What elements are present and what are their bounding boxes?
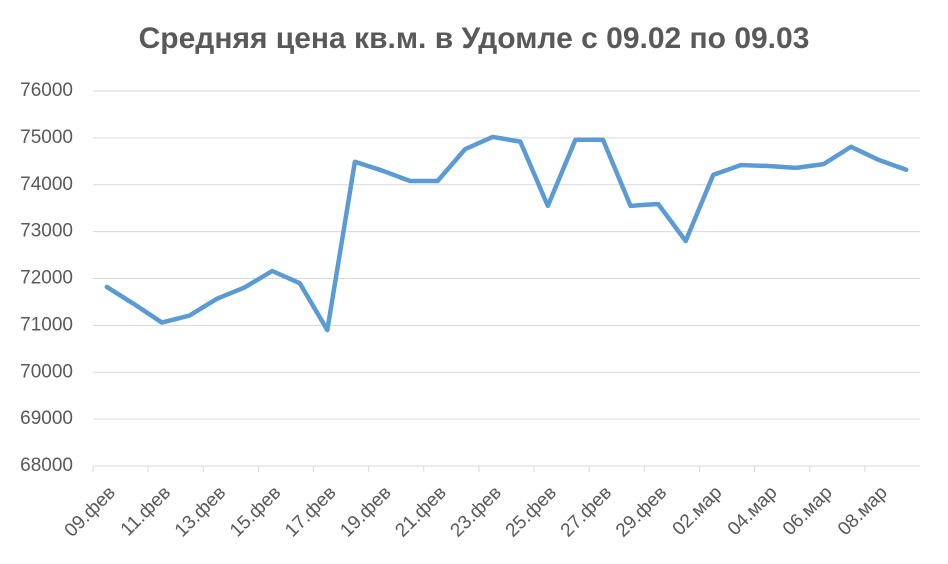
y-tick-label: 75000 bbox=[20, 127, 73, 148]
x-tick-label: 08.мар bbox=[834, 482, 892, 540]
y-tick-label: 69000 bbox=[20, 408, 73, 429]
x-tick-label: 09.фев bbox=[61, 482, 120, 541]
x-tick-label: 06.мар bbox=[779, 482, 837, 540]
y-tick-label: 74000 bbox=[20, 174, 73, 195]
x-tick-label: 21.фев bbox=[391, 482, 450, 541]
data-line bbox=[104, 134, 909, 333]
x-tick-label: 13.фев bbox=[171, 482, 230, 541]
x-tick-label: 19.фев bbox=[336, 482, 395, 541]
x-tick-label: 29.фев bbox=[612, 482, 671, 541]
y-tick-label: 70000 bbox=[20, 361, 73, 382]
x-tick-label: 02.мар bbox=[669, 482, 727, 540]
y-tick-label: 68000 bbox=[20, 455, 73, 476]
x-tick-label: 27.фев bbox=[557, 482, 616, 541]
x-tick-label: 25.фев bbox=[502, 482, 561, 541]
y-tick-label: 76000 bbox=[20, 80, 73, 101]
x-tick-label: 11.фев bbox=[117, 482, 175, 540]
x-tick-label: 17.фев bbox=[281, 482, 340, 541]
y-tick-label: 73000 bbox=[20, 221, 73, 242]
y-tick-label: 72000 bbox=[20, 268, 73, 289]
x-tick-label: 04.мар bbox=[724, 482, 782, 540]
chart-title: Средняя цена кв.м. в Удомле с 09.02 по 0… bbox=[139, 22, 810, 55]
x-tick-label: 23.фев bbox=[447, 482, 506, 541]
x-tick-label: 15.фев bbox=[226, 482, 285, 541]
y-tick-label: 71000 bbox=[20, 314, 73, 335]
